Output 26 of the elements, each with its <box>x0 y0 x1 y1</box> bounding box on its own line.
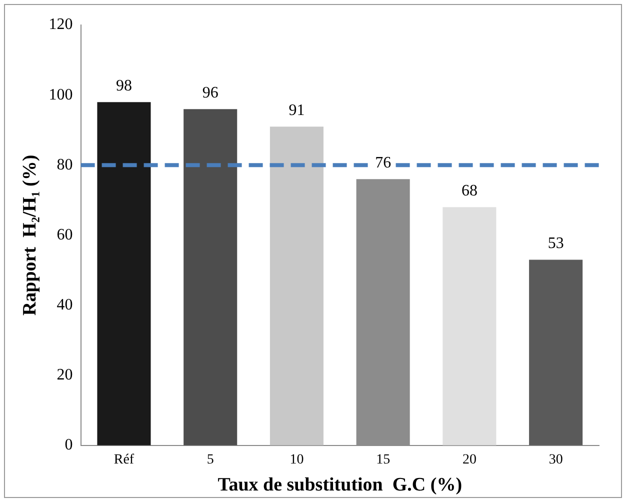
x-tick-label: Réf <box>114 452 134 468</box>
x-tick-label: 30 <box>548 452 563 468</box>
y-tick-label: 100 <box>48 86 73 104</box>
x-axis-title: Taux de substitution G.C (%) <box>218 474 462 496</box>
y-tick-label: 40 <box>56 296 73 314</box>
bar <box>184 109 238 446</box>
y-axis-title: Rapport H₂/H₁ (%) <box>19 154 40 316</box>
x-tick-label: 10 <box>290 452 304 468</box>
x-tick-label: 15 <box>376 452 390 468</box>
y-tick-label: 20 <box>56 366 73 384</box>
data-label: 76 <box>375 154 392 172</box>
x-tick-label: 20 <box>462 452 476 468</box>
bar <box>270 126 324 446</box>
data-label: 91 <box>288 102 305 119</box>
bar <box>529 260 583 446</box>
y-tick-label: 60 <box>56 226 73 244</box>
bar <box>97 102 151 446</box>
data-label: 53 <box>548 234 564 252</box>
y-tick-label: 0 <box>64 436 73 454</box>
data-label: 96 <box>202 84 218 102</box>
bar <box>442 207 496 446</box>
data-label: 98 <box>116 77 132 94</box>
x-tick-label: 5 <box>206 452 214 468</box>
y-tick-label: 120 <box>48 16 73 34</box>
y-tick-label: 80 <box>56 156 73 174</box>
data-label: 68 <box>461 182 478 200</box>
